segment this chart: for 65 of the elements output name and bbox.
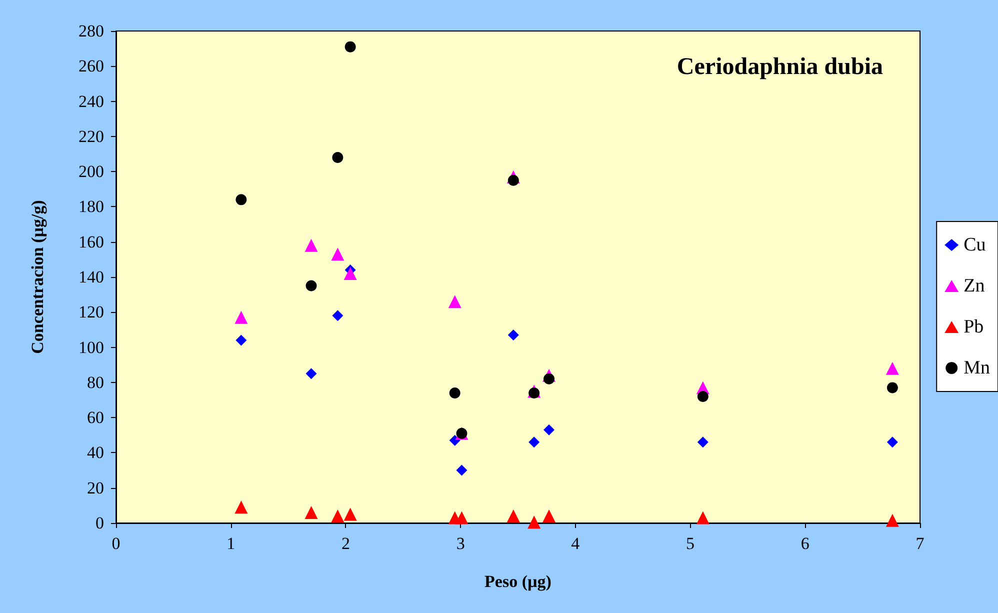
point bbox=[306, 368, 317, 380]
y-tick-label: 60 bbox=[87, 408, 104, 428]
text: Ceriodaphnia dubia bbox=[676, 54, 884, 80]
y-tick-label: 220 bbox=[78, 126, 104, 146]
point bbox=[508, 329, 519, 340]
point bbox=[544, 424, 555, 436]
point bbox=[455, 511, 468, 524]
point bbox=[528, 387, 540, 398]
x-tick-label: 2 bbox=[341, 534, 350, 553]
y-tick-label: 180 bbox=[78, 197, 104, 216]
legend-label: Cu bbox=[964, 234, 986, 256]
point bbox=[886, 362, 899, 375]
y-axis-title: Concentracion (µg/g) bbox=[28, 200, 47, 354]
y-tick-label: 200 bbox=[78, 162, 104, 182]
point bbox=[332, 310, 344, 322]
point bbox=[236, 334, 247, 346]
x-tick-label: 7 bbox=[916, 534, 925, 553]
y-tick-label: 280 bbox=[78, 22, 104, 40]
point bbox=[696, 511, 710, 524]
y-tick-label: 40 bbox=[87, 443, 104, 462]
y-tick-label: 260 bbox=[78, 56, 104, 76]
x-tick-label: 0 bbox=[112, 534, 120, 553]
point bbox=[528, 516, 541, 529]
point bbox=[886, 436, 898, 448]
point bbox=[304, 238, 318, 252]
point bbox=[697, 436, 708, 448]
point bbox=[697, 390, 708, 402]
y-tick-label: 160 bbox=[78, 232, 104, 252]
point bbox=[234, 310, 248, 324]
y-tick-label: 120 bbox=[78, 302, 104, 322]
x-tick-label: 5 bbox=[686, 534, 695, 553]
y-tick-label: 0 bbox=[96, 514, 104, 532]
point bbox=[542, 509, 556, 522]
y-tick-label: 80 bbox=[87, 372, 104, 392]
point bbox=[304, 506, 318, 519]
point bbox=[331, 509, 344, 522]
x-tick-label: 4 bbox=[571, 534, 580, 553]
point bbox=[306, 280, 317, 292]
x-tick-label: 6 bbox=[800, 534, 810, 553]
y-tick-label: 140 bbox=[78, 268, 104, 286]
point bbox=[528, 436, 540, 448]
x-axis-title: Peso (µg) bbox=[484, 572, 552, 591]
point bbox=[456, 464, 468, 476]
point bbox=[449, 387, 460, 398]
legend-label: Mn bbox=[964, 358, 990, 378]
point bbox=[236, 194, 247, 206]
point bbox=[344, 41, 356, 52]
point bbox=[234, 500, 248, 514]
legend-label: Zn bbox=[964, 276, 986, 296]
y-tick-label: 240 bbox=[78, 92, 104, 111]
point bbox=[886, 514, 899, 527]
legend-label: Pb bbox=[964, 316, 984, 338]
x-tick-label: 1 bbox=[226, 534, 236, 553]
point bbox=[508, 174, 519, 186]
point bbox=[344, 508, 357, 521]
y-tick-label: 100 bbox=[78, 338, 104, 357]
point bbox=[886, 382, 898, 394]
x-tick-label: 3 bbox=[456, 534, 465, 553]
point bbox=[448, 295, 462, 308]
point bbox=[506, 509, 520, 522]
point bbox=[331, 248, 344, 261]
point bbox=[544, 373, 555, 384]
y-tick-label: 20 bbox=[87, 478, 104, 498]
point bbox=[332, 152, 344, 164]
point bbox=[344, 266, 357, 280]
